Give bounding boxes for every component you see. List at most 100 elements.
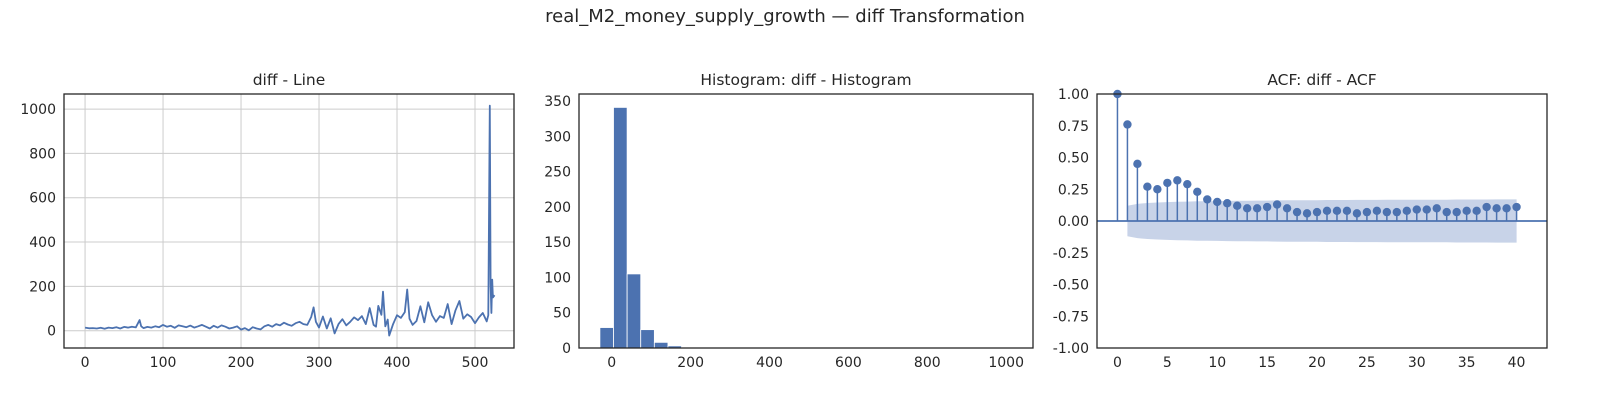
- y-tick-label: 0: [562, 341, 571, 357]
- acf-marker: [1502, 204, 1511, 213]
- acf-marker: [1223, 199, 1232, 208]
- y-tick-label: 800: [29, 146, 56, 162]
- x-tick-label: 300: [306, 355, 333, 371]
- histogram-bar: [626, 273, 642, 349]
- y-tick-label: 0.00: [1058, 214, 1089, 230]
- y-tick-label: 1000: [20, 102, 56, 118]
- acf-marker: [1123, 120, 1132, 129]
- y-tick-label: 300: [544, 129, 571, 145]
- acf-marker: [1482, 202, 1491, 212]
- y-tick-label: 100: [544, 270, 571, 286]
- series-line: [84, 104, 496, 337]
- acf-panel: ACF: diff - ACF 0 5 10 15 20 25 30 35 40 -1.00 -0.…: [1053, 71, 1548, 371]
- x-tick-label: 5: [1163, 355, 1172, 371]
- y-tick-label: 0.50: [1058, 151, 1089, 167]
- x-tick-label: 35: [1458, 355, 1476, 371]
- acf-marker: [1342, 206, 1352, 216]
- x-tick-label: 800: [914, 355, 941, 371]
- y-tick-label: -0.50: [1053, 278, 1089, 294]
- x-tick-label: 1000: [988, 355, 1024, 371]
- y-tick-label: 0.25: [1058, 182, 1089, 198]
- line-panel: diff - Line 0 100 200 300 400 500 0 200 400 600 80…: [20, 71, 515, 371]
- acf-marker: [1492, 204, 1501, 213]
- histogram-panel: Histogram: diff - Histogram 0 200 400 600 80…: [544, 71, 1034, 371]
- y-tick-label: 600: [29, 191, 56, 207]
- x-tick-label: 200: [677, 355, 704, 371]
- x-tick-label: 15: [1258, 355, 1276, 371]
- y-tick-label: -0.25: [1053, 246, 1089, 262]
- acf-marker: [1472, 206, 1481, 216]
- x-tick-label: 600: [835, 355, 862, 371]
- figure-suptitle: real_M2_money_supply_growth — diff Trans…: [545, 6, 1025, 27]
- y-tick-label: -0.75: [1053, 309, 1089, 325]
- y-tick-label: 250: [544, 165, 571, 181]
- x-tick-label: 0: [81, 355, 90, 371]
- axes-frame: [1096, 93, 1548, 349]
- y-tick-label: 0: [47, 324, 56, 340]
- x-tick-label: 20: [1308, 355, 1326, 371]
- x-tick-label: 100: [150, 355, 177, 371]
- x-tick-label: 0: [607, 355, 616, 371]
- line-panel-title: diff - Line: [253, 71, 326, 89]
- axes-frame: [578, 93, 1034, 349]
- acf-marker: [1382, 207, 1392, 217]
- acf-marker: [1183, 179, 1192, 189]
- acf-marker: [1133, 159, 1142, 169]
- acf-marker: [1392, 207, 1402, 217]
- x-tick-label: 10: [1208, 355, 1226, 371]
- acf-marker: [1153, 185, 1162, 194]
- x-tick-label: 25: [1358, 355, 1376, 371]
- acf-marker: [1312, 207, 1322, 217]
- acf-marker: [1422, 205, 1431, 214]
- y-tick-label: 200: [29, 279, 56, 295]
- acf-marker: [1362, 207, 1372, 217]
- acf-marker: [1412, 205, 1421, 214]
- histogram-bar: [640, 329, 655, 349]
- acf-marker: [1252, 204, 1262, 213]
- acf-marker: [1232, 201, 1242, 210]
- x-tick-label: 40: [1508, 355, 1526, 371]
- acf-marker: [1203, 195, 1212, 204]
- acf-marker: [1242, 204, 1252, 213]
- acf-marker: [1402, 206, 1412, 216]
- acf-marker: [1292, 207, 1302, 217]
- x-tick-label: 400: [756, 355, 783, 371]
- acf-marker: [1282, 204, 1292, 213]
- y-tick-label: 50: [553, 306, 571, 322]
- acf-marker: [1352, 209, 1362, 218]
- x-tick-label: 400: [384, 355, 411, 371]
- acf-marker: [1143, 182, 1152, 191]
- x-tick-label: 200: [228, 355, 255, 371]
- acf-marker: [1322, 206, 1332, 216]
- histogram-bar: [599, 327, 614, 349]
- y-tick-label: 200: [544, 200, 571, 216]
- acf-marker: [1262, 202, 1272, 212]
- acf-marker: [1272, 200, 1282, 209]
- acf-marker: [1442, 207, 1451, 217]
- acf-marker: [1512, 202, 1521, 212]
- acf-marker: [1432, 204, 1441, 213]
- acf-marker: [1163, 178, 1172, 188]
- y-tick-label: 1.00: [1058, 87, 1089, 103]
- acf-marker: [1462, 206, 1471, 216]
- axes-frame: [63, 93, 515, 349]
- acf-marker: [1332, 206, 1342, 216]
- x-tick-label: 500: [462, 355, 489, 371]
- x-tick-label: 30: [1408, 355, 1426, 371]
- y-tick-label: 400: [29, 235, 56, 251]
- acf-panel-title: ACF: diff - ACF: [1267, 71, 1376, 89]
- acf-marker: [1452, 207, 1461, 217]
- histogram-bar: [613, 107, 628, 349]
- y-tick-label: 150: [544, 235, 571, 251]
- y-tick-label: 350: [544, 94, 571, 110]
- x-tick-label: 0: [1113, 355, 1122, 371]
- y-tick-label: 0.75: [1058, 119, 1089, 135]
- y-tick-label: -1.00: [1053, 341, 1089, 357]
- acf-marker: [1372, 206, 1382, 216]
- acf-marker: [1302, 209, 1312, 218]
- acf-marker: [1193, 187, 1202, 196]
- acf-marker: [1213, 197, 1222, 207]
- acf-marker: [1173, 176, 1182, 185]
- histogram-bar: [653, 341, 669, 349]
